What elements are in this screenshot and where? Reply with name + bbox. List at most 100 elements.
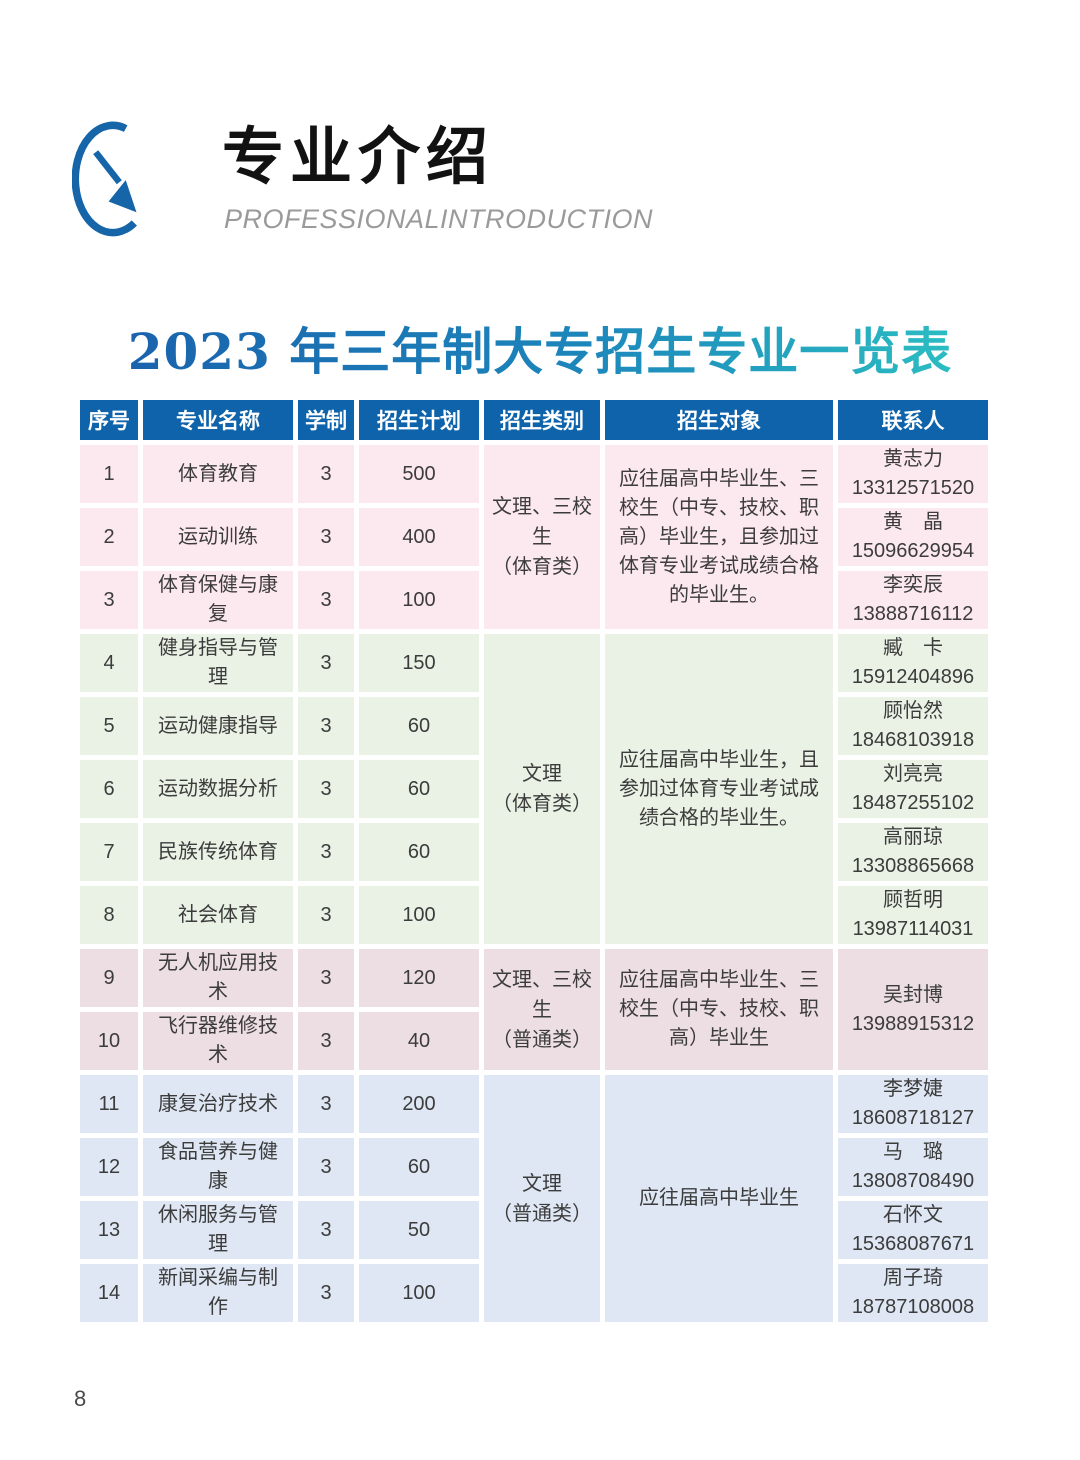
contact-phone: 13808708490 [851,1170,975,1192]
table-row: 11 康复治疗技术 3 200 文理 （普通类） 应往届高中毕业生 李梦婕 18… [80,1075,988,1322]
table-row: 1 体育教育 3 500 文理、三校生 （体育类） 应往届高中毕业生、三校生（中… [80,445,988,629]
column-header-major: 专业名称 [143,400,293,440]
duration-cell: 3 [298,1075,354,1133]
duration-cell: 3 [298,634,354,692]
plan-cell: 150 [359,634,479,692]
contact-name: 李梦婕 [883,1078,943,1100]
table-row: 6 运动数据分析 3 60 刘亮亮 18487255102 [80,760,988,818]
plan-cell: 40 [359,1012,479,1070]
contact-phone: 13308865668 [851,855,975,877]
page-title: 2023 年三年制大专招生专业一览表 [128,312,953,384]
category-cell: 文理、三校生 （普通类） [484,949,600,1070]
contact-phone: 18468103918 [851,729,975,751]
major-name-cell: 体育保健与康复 [143,571,293,629]
plan-cell: 100 [359,571,479,629]
category-line: （普通类） [492,1202,592,1225]
contact-phone: 15368087671 [851,1233,975,1255]
column-header-years: 学制 [298,400,354,440]
plan-cell: 60 [359,823,479,881]
row-number-cell: 2 [80,508,138,566]
contact-name: 黄志力 [883,448,943,470]
major-name-cell: 健身指导与管理 [143,634,293,692]
duration-cell: 3 [298,1138,354,1196]
table-row: 9 无人机应用技术 3 120 文理、三校生 （普通类） 应往届高中毕业生、三校… [80,949,988,1070]
category-cell: 文理 （体育类） [484,634,600,944]
circle-arrow-icon [72,121,137,237]
contact-cell: 周子琦 18787108008 [838,1264,988,1322]
duration-cell: 3 [298,1201,354,1259]
plan-cell: 100 [359,886,479,944]
table-row: 12 食品营养与健康 3 60 马 璐 13808708490 [80,1138,988,1196]
contact-cell: 李梦婕 18608718127 [838,1075,988,1133]
table-row: 5 运动健康指导 3 60 顾怡然 18468103918 [80,697,988,755]
contact-cell: 臧 卡 15912404896 [838,634,988,692]
column-header-category: 招生类别 [484,400,600,440]
duration-cell: 3 [298,886,354,944]
category-line: （体育类） [492,793,592,815]
target-cell: 应往届高中毕业生、三校生（中专、技校、职高）毕业生，且参加过体育专业考试成绩合格… [605,445,833,629]
table-header-row: 序号 专业名称 学制 招生计划 招生类别 招生对象 联系人 [80,400,988,440]
contact-cell: 马 璐 13808708490 [838,1138,988,1196]
column-header-no: 序号 [80,400,138,440]
target-cell: 应往届高中毕业生 [605,1075,833,1322]
section-subtitle: PROFESSIONALINTRODUCTION [224,204,654,234]
plan-cell: 50 [359,1201,479,1259]
duration-cell: 3 [298,1264,354,1322]
row-number-cell: 11 [80,1075,138,1133]
major-name-cell: 无人机应用技术 [143,949,293,1007]
contact-cell: 黄 晶 15096629954 [838,508,988,566]
contact-phone: 18487255102 [851,792,975,814]
contact-phone: 15912404896 [851,666,975,688]
plan-cell: 120 [359,949,479,1007]
category-cell: 文理 （普通类） [484,1075,600,1322]
contact-cell: 顾哲明 13987114031 [838,886,988,944]
plan-cell: 100 [359,1264,479,1322]
table-row: 3 体育保健与康复 3 100 李奕辰 13888716112 [80,571,988,629]
admissions-table: 序号 专业名称 学制 招生计划 招生类别 招生对象 联系人 1 体育教育 3 5… [75,395,993,1327]
duration-cell: 3 [298,823,354,881]
row-number-cell: 14 [80,1264,138,1322]
row-number-cell: 13 [80,1201,138,1259]
contact-cell: 高丽琼 13308865668 [838,823,988,881]
major-name-cell: 食品营养与健康 [143,1138,293,1196]
section-title: 专业介绍 [222,120,495,193]
contact-cell: 李奕辰 13888716112 [838,571,988,629]
major-name-cell: 康复治疗技术 [143,1075,293,1133]
contact-phone: 13988915312 [851,1012,975,1035]
category-line: 文理、三校生 [492,968,592,1021]
major-name-cell: 运动数据分析 [143,760,293,818]
plan-cell: 60 [359,760,479,818]
contact-cell: 黄志力 13312571520 [838,445,988,503]
category-line: （体育类） [492,556,592,578]
major-name-cell: 运动训练 [143,508,293,566]
row-number-cell: 10 [80,1012,138,1070]
contact-phone: 13987114031 [852,918,974,940]
contact-name: 周子琦 [883,1267,943,1289]
contact-name: 刘亮亮 [883,763,943,785]
major-name-cell: 飞行器维修技术 [143,1012,293,1070]
row-number-cell: 6 [80,760,138,818]
category-line: 文理 [522,1172,562,1195]
table-row: 13 休闲服务与管理 3 50 石怀文 15368087671 [80,1201,988,1259]
duration-cell: 3 [298,571,354,629]
category-line: 文理 [522,763,562,785]
duration-cell: 3 [298,760,354,818]
contact-name: 马 璐 [883,1141,943,1163]
column-header-plan: 招生计划 [359,400,479,440]
contact-name: 李奕辰 [883,574,943,596]
major-name-cell: 休闲服务与管理 [143,1201,293,1259]
row-number-cell: 1 [80,445,138,503]
contact-phone: 15096629954 [851,540,975,562]
contact-name: 高丽琼 [883,826,943,848]
table-row: 4 健身指导与管理 3 150 文理 （体育类） 应往届高中毕业生，且参加过体育… [80,634,988,944]
row-number-cell: 5 [80,697,138,755]
major-name-cell: 社会体育 [143,886,293,944]
contact-phone: 13312571520 [851,477,975,499]
contact-cell: 顾怡然 18468103918 [838,697,988,755]
duration-cell: 3 [298,445,354,503]
target-cell: 应往届高中毕业生，且参加过体育专业考试成绩合格的毕业生。 [605,634,833,944]
contact-name: 石怀文 [883,1204,943,1226]
contact-cell: 石怀文 15368087671 [838,1201,988,1259]
contact-phone: 18787108008 [851,1296,975,1318]
